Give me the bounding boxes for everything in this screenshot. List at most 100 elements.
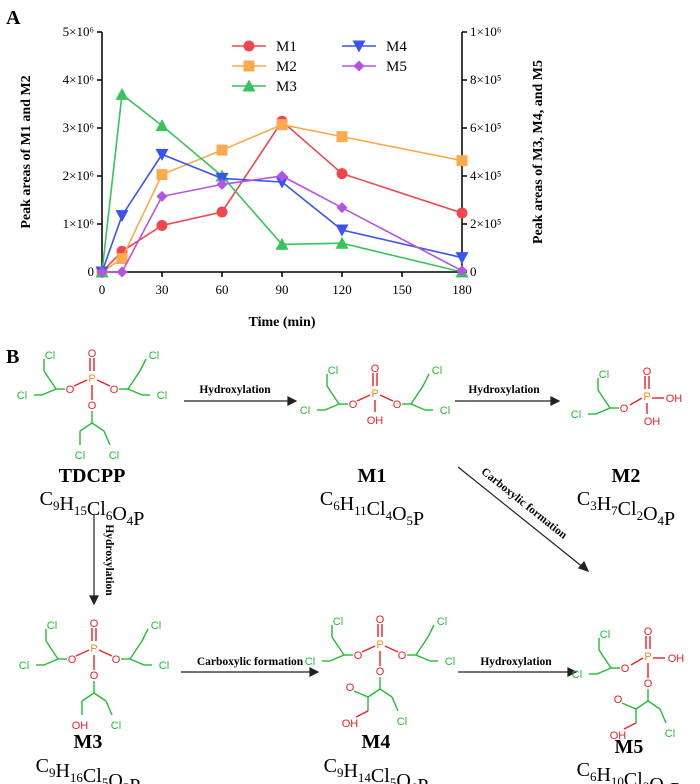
name-m3: M3 (74, 731, 103, 753)
x-ticks: 0 30 60 90 120 150 180 (99, 272, 472, 297)
molecule-m3: P O O O Cl Cl Cl Cl O Cl OH (19, 618, 169, 732)
chlorine-atom: Cl (432, 365, 442, 377)
data-point-m4 (155, 148, 169, 161)
bond (630, 657, 644, 666)
arrowhead-tdcpp-m3 (89, 595, 99, 606)
oxygen-atom: O (90, 618, 99, 630)
bond (596, 667, 612, 675)
legend-marker-m2 (243, 60, 255, 72)
phosphorus-atom: P (90, 643, 97, 655)
panel-a-label: A (6, 7, 21, 29)
hydroxyl-group: OH (668, 653, 685, 665)
reaction-arrows (89, 396, 590, 677)
x-tick-label: 150 (392, 282, 412, 297)
bond (73, 379, 88, 387)
chlorine-atom: Cl (445, 656, 455, 668)
bond (598, 649, 612, 669)
legend-marker-m5 (353, 60, 365, 72)
label-m3-m4: Carboxylic formation (197, 656, 304, 668)
label-m1-m5: Carboxylic formation (479, 466, 570, 542)
oxygen-atom: O (371, 363, 380, 375)
molecule-m1: P O O O Cl Cl Cl Cl OH (300, 363, 450, 427)
formula-m3: C9H16Cl5O5P (36, 755, 141, 784)
series-line-m5 (102, 175, 463, 273)
right-y-tick-label: 8×10⁵ (470, 72, 501, 87)
bond (129, 640, 143, 660)
legend-marker-m1 (243, 40, 255, 52)
bond (367, 688, 381, 698)
name-m2: M2 (612, 465, 641, 487)
oxygen-atom: O (398, 650, 407, 662)
data-point-m5 (336, 202, 348, 214)
chlorine-atom: Cl (47, 620, 57, 632)
chlorine-atom: Cl (305, 656, 315, 668)
chlorine-atom: Cl (151, 620, 161, 632)
chlorine-atom: Cl (437, 616, 447, 628)
arrowhead-m3-m4 (309, 667, 320, 677)
legend-marker-m4 (352, 40, 366, 53)
x-tick-label: 90 (276, 282, 289, 297)
arrowhead-m1-m5 (577, 560, 590, 572)
bond (91, 422, 105, 432)
oxygen-atom: O (614, 694, 623, 706)
bond (356, 394, 371, 402)
data-point-m3 (115, 87, 129, 100)
data-point-m2 (336, 131, 348, 143)
bond (391, 696, 399, 712)
bond (129, 658, 145, 666)
name-tdcpp: TDCPP (59, 465, 126, 487)
name-m5: M5 (615, 736, 644, 758)
bond (379, 394, 394, 402)
bond (93, 692, 107, 702)
oxygen-atom: O (620, 403, 629, 415)
bond (629, 397, 643, 406)
molecule-m2: P O OH OH O Cl Cl (571, 366, 683, 428)
oxygen-atom: O (90, 670, 99, 682)
bond (79, 422, 93, 432)
right-y-tick-label: 6×10⁵ (470, 120, 501, 135)
bond (139, 358, 147, 372)
phosphorus-atom: P (88, 373, 95, 385)
hydroxyl-group: OH (666, 393, 683, 405)
name-m1: M1 (358, 465, 387, 487)
phosphorus-atom: P (376, 639, 383, 651)
bond (384, 645, 399, 653)
formula-m5: C6H10Cl3O6P (577, 759, 682, 784)
chlorine-atom: Cl (300, 405, 310, 417)
chlorine-atom: Cl (328, 365, 338, 377)
left-y-tick-label: 4×10⁶ (63, 72, 94, 87)
formula-tdcpp: C9H15Cl6O4P (40, 488, 145, 530)
data-point-m5 (96, 266, 108, 278)
bond (331, 636, 345, 656)
chlorine-atom: Cl (599, 369, 609, 381)
bond (410, 403, 426, 411)
data-point-m4 (275, 176, 289, 189)
oxygen-atom: O (88, 400, 97, 412)
chlorine-atom: Cl (572, 669, 582, 681)
data-point-m4 (455, 252, 469, 265)
bond (96, 379, 111, 387)
bond (361, 645, 376, 653)
bond (353, 690, 369, 698)
oxygen-atom: O (643, 366, 652, 378)
data-point-m1 (456, 207, 468, 219)
oxygen-atom: O (112, 654, 121, 666)
legend-label-m5: M5 (386, 59, 407, 75)
chlorine-atom: Cl (571, 409, 581, 421)
right-y-tick-label: 1×10⁶ (470, 24, 501, 39)
hydroxyl-group: OH (342, 718, 359, 730)
chlorine-atom: Cl (19, 660, 29, 672)
data-point-m2 (156, 169, 168, 181)
data-point-m3 (275, 237, 289, 250)
x-axis-label: Time (min) (248, 315, 315, 330)
line-chart: 0 1×10⁶ 2×10⁶ 3×10⁶ 4×10⁶ 5×10⁶ 0 2×10⁵ 4×10⁵ 6×… (19, 24, 546, 330)
molecule-tdcpp: P O O O Cl Cl Cl Cl O Cl Cl (17, 348, 167, 462)
molecule-structures: P O O O Cl Cl Cl Cl O Cl Cl P O O O Cl Cl Cl Cl OH P O OH OH O Cl… (17, 348, 685, 742)
hydroxyl-group: OH (610, 730, 627, 742)
bond (141, 628, 149, 642)
oxygen-atom: O (376, 666, 385, 678)
data-point-m4 (335, 224, 349, 237)
oxygen-atom: O (88, 348, 97, 360)
oxygen-atom: O (110, 384, 119, 396)
